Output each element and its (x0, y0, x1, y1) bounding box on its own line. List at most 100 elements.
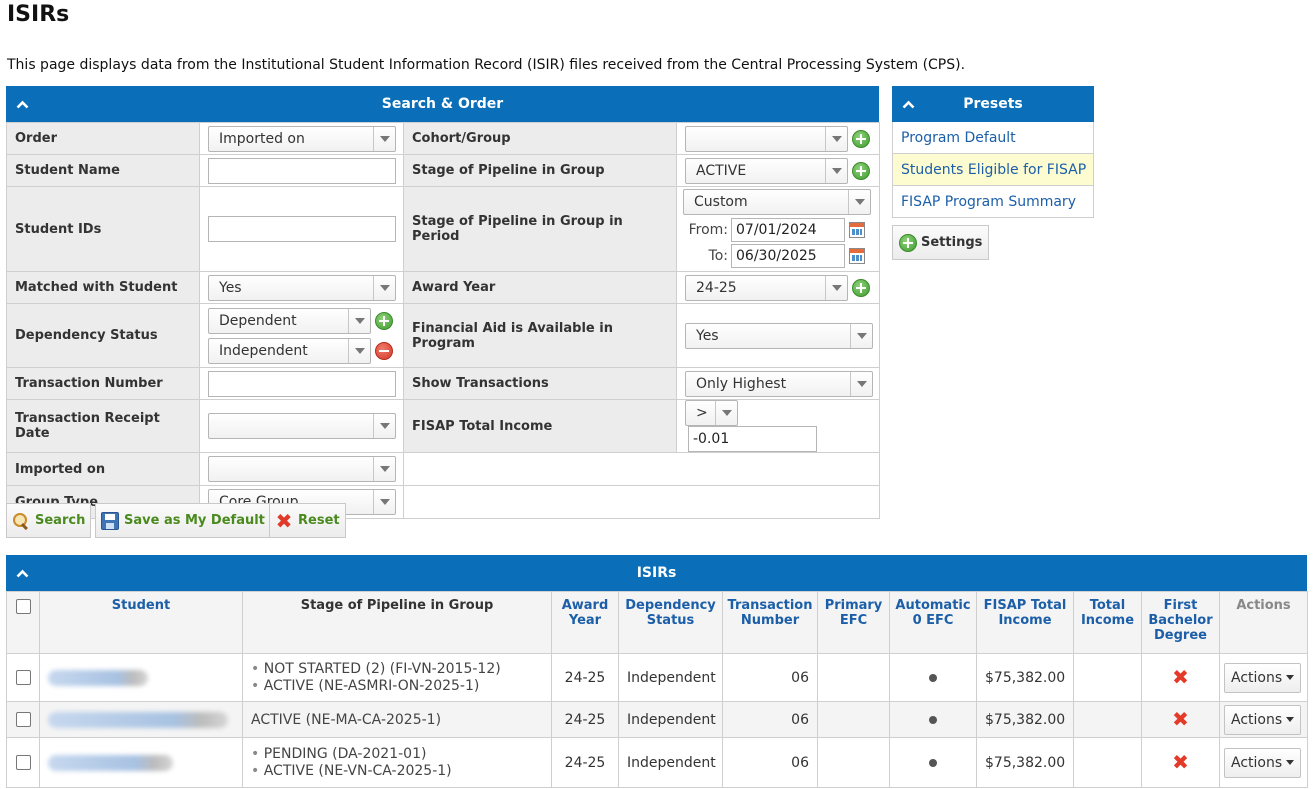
transaction-number-cell: 06 (722, 653, 818, 702)
table-header-row: Student Stage of Pipeline in Group Award… (6, 591, 1308, 654)
award-year-select[interactable]: 24-25 (685, 274, 848, 301)
col-primary-efc[interactable]: Primary EFC (817, 591, 890, 654)
table-row: • NOT STARTED (2) (FI-VN-2015-12) • ACTI… (6, 653, 1308, 702)
col-student[interactable]: Student (39, 591, 243, 654)
student-ids-input[interactable] (208, 216, 396, 242)
presets-title: Presets (963, 96, 1023, 112)
add-stage-icon[interactable] (852, 161, 870, 180)
dependency-select-2[interactable]: Independent (208, 337, 371, 364)
award-year-cell: 24-25 (551, 737, 619, 788)
chevron-down-icon (850, 323, 872, 348)
primary-efc-cell (817, 737, 890, 788)
chevron-down-icon (848, 190, 870, 214)
student-name-blurred[interactable] (48, 711, 228, 728)
to-date-input[interactable] (731, 244, 845, 268)
chevron-down-icon (348, 338, 370, 363)
cohort-group-select[interactable] (685, 125, 848, 152)
calendar-icon[interactable] (849, 222, 865, 238)
presets-header: Presets (892, 86, 1094, 122)
settings-button[interactable]: Settings (892, 225, 990, 260)
row-checkbox[interactable] (15, 712, 31, 727)
save-default-button[interactable]: Save as My Default (95, 503, 271, 538)
transaction-number-cell: 06 (722, 737, 818, 788)
reset-button[interactable]: ✖ Reset (269, 503, 346, 538)
page-title: ISIRs (7, 2, 70, 27)
stage-pipeline-label: Stage of Pipeline in Group (403, 154, 677, 187)
remove-dependency-icon[interactable] (375, 341, 393, 360)
col-total-income[interactable]: Total Income (1073, 591, 1142, 654)
search-order-header: Search & Order (6, 86, 879, 122)
add-cohort-icon[interactable] (852, 129, 870, 148)
add-award-year-icon[interactable] (852, 278, 870, 297)
select-all-checkbox[interactable] (15, 599, 31, 614)
actions-button[interactable]: Actions (1224, 704, 1302, 735)
preset-students-eligible-fisap[interactable]: Students Eligible for FISAP (892, 154, 1094, 186)
chevron-up-icon[interactable] (14, 86, 30, 122)
col-first-bachelor-degree[interactable]: First Bachelor Degree (1141, 591, 1220, 654)
total-income-cell (1073, 737, 1142, 788)
search-order-panel: Search & Order Order Imported on Cohort/… (6, 86, 880, 519)
preset-fisap-program-summary[interactable]: FISAP Program Summary (892, 186, 1094, 218)
chevron-down-icon (825, 275, 847, 300)
dot-icon (929, 715, 937, 724)
stage-pipeline-select[interactable]: ACTIVE (685, 157, 848, 184)
col-award-year[interactable]: Award Year (551, 591, 619, 654)
row-checkbox[interactable] (15, 755, 31, 770)
col-dependency-status[interactable]: Dependency Status (618, 591, 723, 654)
calendar-icon[interactable] (849, 248, 865, 264)
student-name-blurred[interactable] (48, 669, 148, 686)
chevron-down-icon (850, 371, 872, 396)
x-icon: ✖ (1172, 749, 1189, 774)
award-year-cell: 24-25 (551, 701, 619, 738)
preset-program-default[interactable]: Program Default (892, 122, 1094, 154)
chevron-up-icon[interactable] (900, 86, 916, 122)
imported-on-select[interactable] (208, 456, 396, 482)
receipt-date-select[interactable] (208, 413, 396, 439)
stage-period-select[interactable]: Custom (683, 189, 871, 215)
row-checkbox[interactable] (15, 670, 31, 685)
col-transaction-number[interactable]: Transaction Number (722, 591, 818, 654)
dot-icon (929, 758, 937, 767)
financial-aid-label: Financial Aid is Available in Program (403, 303, 677, 368)
student-name-input[interactable] (208, 157, 396, 184)
chevron-down-icon (373, 414, 395, 438)
stage-item: PENDING (DA-2021-01) (263, 745, 427, 762)
fisap-income-cell: $75,382.00 (976, 653, 1074, 702)
add-dependency-icon[interactable] (375, 311, 393, 330)
award-year-cell: 24-25 (551, 653, 619, 702)
x-icon: ✖ (1172, 706, 1189, 731)
fisap-operator-select[interactable]: > (685, 400, 738, 426)
actions-button[interactable]: Actions (1224, 662, 1302, 693)
to-label: To: (708, 248, 728, 264)
fisap-income-input[interactable] (688, 426, 817, 452)
stage-item: ACTIVE (NE-VN-CA-2025-1) (263, 762, 452, 779)
financial-aid-select[interactable]: Yes (685, 322, 873, 349)
search-form: Order Imported on Cohort/Group Student N… (6, 122, 880, 519)
isirs-header: ISIRs (6, 555, 1307, 591)
dependency-cell: Independent (618, 653, 723, 702)
matched-select[interactable]: Yes (208, 274, 396, 301)
search-icon (12, 512, 30, 530)
student-name-blurred[interactable] (48, 754, 173, 771)
show-transactions-select[interactable]: Only Highest (685, 370, 873, 397)
col-automatic-0-efc[interactable]: Automatic 0 EFC (889, 591, 977, 654)
empty-cell (403, 452, 880, 486)
chevron-up-icon[interactable] (14, 555, 30, 591)
cohort-group-label: Cohort/Group (403, 122, 677, 155)
plus-circle-icon (899, 233, 917, 252)
empty-cell (403, 485, 880, 519)
fisap-income-cell: $75,382.00 (976, 737, 1074, 788)
isirs-table: Student Stage of Pipeline in Group Award… (6, 591, 1308, 788)
search-button[interactable]: Search (6, 503, 92, 538)
transaction-number-input[interactable] (208, 370, 396, 397)
col-fisap-total-income[interactable]: FISAP Total Income (976, 591, 1074, 654)
dependency-select-1[interactable]: Dependent (208, 307, 371, 334)
primary-efc-cell (817, 653, 890, 702)
order-select[interactable]: Imported on (208, 125, 396, 152)
dependency-cell: Independent (618, 737, 723, 788)
student-name-label: Student Name (6, 154, 200, 187)
col-stage: Stage of Pipeline in Group (242, 591, 552, 654)
caret-down-icon (1286, 675, 1295, 680)
from-date-input[interactable] (731, 218, 845, 242)
actions-button[interactable]: Actions (1224, 747, 1302, 778)
